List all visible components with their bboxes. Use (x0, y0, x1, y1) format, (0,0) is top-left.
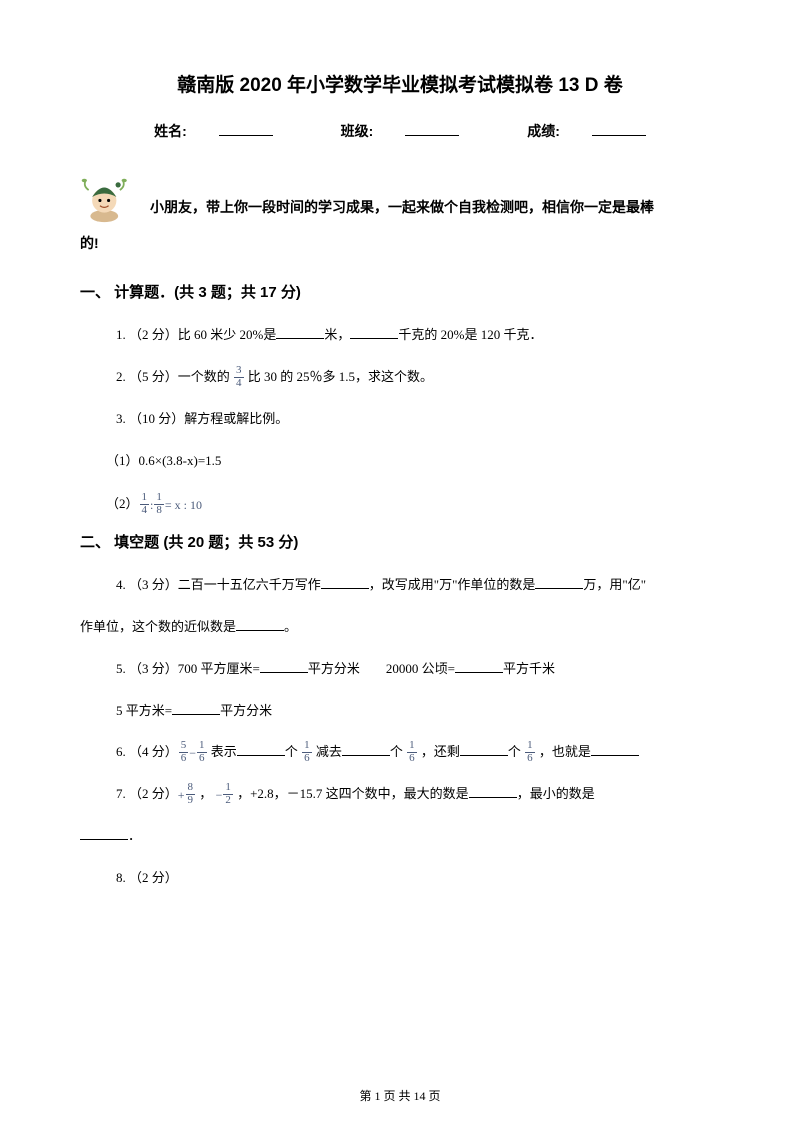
q1-blank-1[interactable] (276, 325, 324, 339)
q7-c: ，+2.8，－15.7 这四个数中，最大的数是 (234, 786, 469, 801)
question-1: 1. （2 分）比 60 米少 20%是 米， 千克的 20%是 120 千克． (80, 318, 720, 352)
fraction-1-4: 14 (140, 492, 150, 516)
q4-blank-1[interactable] (321, 575, 369, 589)
intro-text-2: 的! (80, 227, 720, 259)
q5-blank-1[interactable] (260, 659, 308, 673)
q5-blank-3[interactable] (172, 701, 220, 715)
q6-h: ，也就是 (536, 744, 591, 759)
q4-blank-3[interactable] (236, 617, 284, 631)
minus-1: − (189, 738, 196, 769)
q4-a: 4. （3 分）二百一十五亿六千万写作 (116, 577, 321, 592)
plus-sign: + (178, 780, 185, 811)
q6-c: 个 (285, 744, 301, 759)
name-blank[interactable] (219, 122, 273, 136)
q5-e: 5 平方米= (116, 703, 172, 718)
q6-blank-2[interactable] (342, 742, 390, 756)
question-8: 8. （2 分） (80, 861, 720, 895)
q5-blank-2[interactable] (455, 659, 503, 673)
q6-f: ，还剩 (418, 744, 460, 759)
eq-tail: = x : 10 (165, 490, 202, 521)
intro-row: 小朋友，带上你一段时间的学习成果，一起来做个自我检测吧，相信你一定是最棒 (80, 171, 720, 223)
section-1-head: 一、 计算题．(共 3 题；共 17 分) (80, 281, 720, 302)
q4-e: 。 (284, 619, 297, 634)
q6-g: 个 (508, 744, 524, 759)
q4-blank-2[interactable] (535, 575, 583, 589)
question-6: 6. （4 分）56 − 16 表示个 16 减去个 16 ，还剩个 16 ，也… (80, 735, 720, 769)
ratio-colon-1: : (150, 490, 153, 521)
score-blank[interactable] (592, 122, 646, 136)
q1-part-b: 米， (324, 327, 350, 342)
q6-e: 个 (390, 744, 406, 759)
q6-blank-1[interactable] (237, 742, 285, 756)
q7-e: ． (128, 828, 141, 843)
q5-b: 平方分米 (308, 661, 360, 676)
class-label: 班级: (341, 123, 374, 139)
class-blank[interactable] (405, 122, 459, 136)
student-info-line: 姓名: 班级: 成绩: (80, 121, 720, 141)
q5-f: 平方分米 (220, 703, 272, 718)
question-7: 7. （2 分）+89 ， −12 ，+2.8，－15.7 这四个数中，最大的数… (80, 777, 720, 811)
q4-b: ，改写成用"万"作单位的数是 (369, 577, 536, 592)
fraction-3-4: 34 (234, 365, 244, 389)
fraction-1-6-a: 16 (197, 740, 207, 764)
question-5: 5. （3 分）700 平方厘米= 平方分米 20000 公顷= 平方千米 (80, 652, 720, 686)
q7-d: ，最小的数是 (517, 786, 595, 801)
question-7-cont: ． (80, 819, 720, 853)
q2-part-a: 2. （5 分）一个数的 (116, 369, 233, 384)
fraction-1-6-c: 16 (407, 740, 417, 764)
q7-b: ， (196, 786, 216, 801)
fraction-1-8: 18 (154, 492, 164, 516)
q6-b: 表示 (208, 744, 237, 759)
question-2: 2. （5 分）一个数的 34 比 30 的 25％多 1.5，求这个数。 (80, 360, 720, 394)
page-footer: 第 1 页 共 14 页 (0, 1087, 800, 1104)
q7-blank-2[interactable] (80, 826, 128, 840)
question-4: 4. （3 分）二百一十五亿六千万写作 ，改写成用"万"作单位的数是 万，用"亿" (80, 568, 720, 602)
intro-text-1: 小朋友，带上你一段时间的学习成果，一起来做个自我检测吧，相信你一定是最棒 (150, 191, 720, 223)
question-5-cont: 5 平方米= 平方分米 (80, 694, 720, 728)
q3-2-label: （2） (106, 496, 139, 511)
q1-blank-2[interactable] (350, 325, 398, 339)
q5-d: 平方千米 (503, 661, 555, 676)
section-2-head: 二、 填空题 (共 20 题；共 53 分) (80, 531, 720, 552)
q4-d: 作单位，这个数的近似数是 (80, 619, 236, 634)
fraction-1-6-b: 16 (302, 740, 312, 764)
question-3-1: （1）0.6×(3.8-x)=1.5 (80, 444, 720, 478)
q6-blank-3[interactable] (460, 742, 508, 756)
fraction-5-6: 56 (179, 740, 189, 764)
question-3: 3. （10 分）解方程或解比例。 (80, 402, 720, 436)
q1-part-a: 1. （2 分）比 60 米少 20%是 (116, 327, 276, 342)
fraction-8-9: 89 (186, 782, 196, 806)
minus-sign: − (216, 780, 223, 811)
q1-part-c: 千克的 20%是 120 千克． (398, 327, 542, 342)
fraction-1-2: 12 (223, 782, 233, 806)
score-label: 成绩: (527, 123, 560, 139)
question-4-cont: 作单位，这个数的近似数是 。 (80, 610, 720, 644)
q5-c: 20000 公顷= (386, 661, 455, 676)
q6-d: 减去 (313, 744, 342, 759)
fraction-1-6-d: 16 (525, 740, 535, 764)
q2-part-b: 比 30 的 25％多 1.5，求这个数。 (245, 369, 434, 384)
name-label: 姓名: (154, 123, 187, 139)
question-3-2: （2）14 : 18 = x : 10 (80, 487, 720, 521)
child-avatar-icon (80, 171, 132, 223)
q5-a: 5. （3 分）700 平方厘米= (116, 661, 260, 676)
q6-a: 6. （4 分） (116, 744, 178, 759)
page-title: 赣南版 2020 年小学数学毕业模拟考试模拟卷 13 D 卷 (80, 70, 720, 97)
q4-c: 万，用"亿" (583, 577, 646, 592)
q6-blank-4[interactable] (591, 742, 639, 756)
q7-a: 7. （2 分） (116, 786, 178, 801)
q7-blank-1[interactable] (469, 784, 517, 798)
